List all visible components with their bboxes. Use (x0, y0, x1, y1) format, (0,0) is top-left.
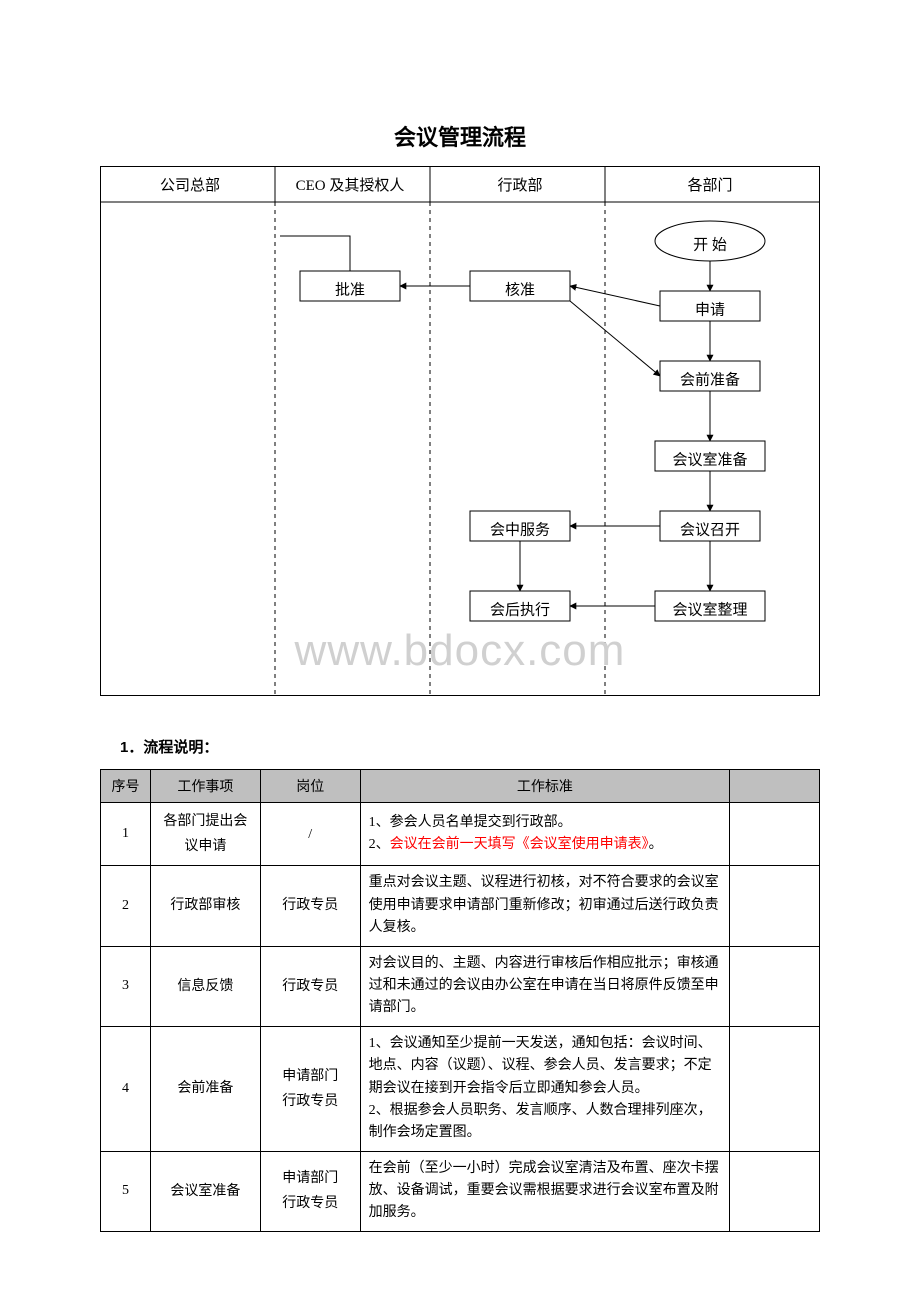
cell-std: 在会前（至少一小时）完成会议室清洁及布置、座次卡摆放、设备调试，重要会议需根据要… (360, 1151, 729, 1231)
cell-std: 1、参会人员名单提交到行政部。2、会议在会前一天填写《会议室使用申请表》。 (360, 803, 729, 866)
cell-role: 申请部门行政专员 (260, 1026, 360, 1151)
cell-no: 2 (101, 866, 151, 946)
cell-blank (730, 803, 820, 866)
cell-blank (730, 1026, 820, 1151)
col-role: 岗位 (260, 770, 360, 803)
svg-text:CEO 及其授权人: CEO 及其授权人 (296, 177, 405, 194)
page: 会议管理流程 公司总部CEO 及其授权人行政部各部门开 始申请批准核准会前准备会… (0, 0, 920, 1292)
cell-blank (730, 946, 820, 1026)
col-std: 工作标准 (360, 770, 729, 803)
svg-text:批准: 批准 (335, 281, 365, 298)
svg-text:会议室准备: 会议室准备 (672, 451, 747, 468)
table-row: 2行政部审核行政专员重点对会议主题、议程进行初核，对不符合要求的会议室使用申请要… (101, 866, 820, 946)
cell-std: 对会议目的、主题、内容进行审核后作相应批示；审核通过和未通过的会议由办公室在申请… (360, 946, 729, 1026)
cell-no: 4 (101, 1026, 151, 1151)
svg-text:会议室整理: 会议室整理 (672, 601, 747, 618)
svg-text:会后执行: 会后执行 (490, 601, 550, 618)
cell-no: 5 (101, 1151, 151, 1231)
cell-item: 各部门提出会议申请 (150, 803, 260, 866)
cell-role: / (260, 803, 360, 866)
cell-role: 申请部门行政专员 (260, 1151, 360, 1231)
col-item: 工作事项 (150, 770, 260, 803)
section-heading: 1．流程说明： (120, 736, 820, 757)
cell-blank (730, 866, 820, 946)
cell-std: 重点对会议主题、议程进行初核，对不符合要求的会议室使用申请要求申请部门重新修改；… (360, 866, 729, 946)
cell-blank (730, 1151, 820, 1231)
svg-text:公司总部: 公司总部 (160, 177, 220, 194)
svg-text:行政部: 行政部 (497, 177, 542, 194)
svg-text:会前准备: 会前准备 (680, 371, 740, 388)
table-row: 5会议室准备申请部门行政专员在会前（至少一小时）完成会议室清洁及布置、座次卡摆放… (101, 1151, 820, 1231)
table-row: 3信息反馈行政专员对会议目的、主题、内容进行审核后作相应批示；审核通过和未通过的… (101, 946, 820, 1026)
table-row: 4会前准备申请部门行政专员1、会议通知至少提前一天发送，通知包括：会议时间、地点… (101, 1026, 820, 1151)
table-header-row: 序号 工作事项 岗位 工作标准 (101, 770, 820, 803)
page-title: 会议管理流程 (100, 120, 820, 152)
svg-text:各部门: 各部门 (687, 177, 732, 194)
flowchart-svg: 公司总部 CEO 及其授权人 行政部 各部门开 始申请 批准 核准会前准备会议室准备会议召… (100, 166, 820, 696)
flowchart: 公司总部 CEO 及其授权人 行政部 各部门开 始申请 批准 核准会前准备会议室准备会议召… (100, 166, 820, 696)
svg-text:核准: 核准 (505, 281, 535, 298)
col-no: 序号 (101, 770, 151, 803)
cell-item: 会议室准备 (150, 1151, 260, 1231)
svg-text:申请: 申请 (695, 301, 725, 318)
process-table: 序号 工作事项 岗位 工作标准 1各部门提出会议申请/1、参会人员名单提交到行政… (100, 769, 820, 1232)
col-blank (730, 770, 820, 803)
cell-item: 行政部审核 (150, 866, 260, 946)
cell-item: 会前准备 (150, 1026, 260, 1151)
cell-role: 行政专员 (260, 866, 360, 946)
cell-role: 行政专员 (260, 946, 360, 1026)
svg-text:会中服务: 会中服务 (490, 521, 550, 538)
table-row: 1各部门提出会议申请/1、参会人员名单提交到行政部。2、会议在会前一天填写《会议… (101, 803, 820, 866)
svg-text:会议召开: 会议召开 (680, 521, 740, 538)
cell-item: 信息反馈 (150, 946, 260, 1026)
svg-text:开 始: 开 始 (693, 236, 727, 253)
cell-no: 1 (101, 803, 151, 866)
cell-std: 1、会议通知至少提前一天发送，通知包括：会议时间、地点、内容（议题）、议程、参会… (360, 1026, 729, 1151)
cell-no: 3 (101, 946, 151, 1026)
